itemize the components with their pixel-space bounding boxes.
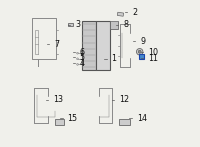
Bar: [96, 21, 110, 70]
Bar: [119, 119, 130, 125]
Text: 4: 4: [80, 59, 85, 68]
Bar: [55, 119, 64, 125]
Text: 11: 11: [148, 54, 158, 63]
Bar: [82, 21, 96, 70]
Text: 5: 5: [80, 53, 85, 62]
Text: 10: 10: [148, 48, 158, 57]
Text: 8: 8: [123, 20, 128, 30]
Circle shape: [77, 58, 78, 60]
Text: 15: 15: [67, 114, 77, 123]
Circle shape: [77, 52, 78, 54]
Circle shape: [136, 49, 143, 55]
Text: 2: 2: [132, 8, 137, 17]
Bar: [139, 54, 144, 59]
Text: 14: 14: [137, 114, 147, 123]
Text: 7: 7: [54, 40, 59, 49]
Circle shape: [138, 50, 141, 53]
Text: 12: 12: [119, 95, 129, 105]
Text: 3: 3: [75, 20, 80, 30]
Bar: [110, 21, 118, 29]
Text: 9: 9: [140, 37, 145, 46]
Text: 1: 1: [111, 54, 116, 63]
Circle shape: [77, 64, 78, 65]
Text: 6: 6: [80, 48, 85, 57]
Bar: [117, 12, 124, 16]
Text: 13: 13: [53, 95, 63, 105]
Bar: [68, 23, 73, 26]
